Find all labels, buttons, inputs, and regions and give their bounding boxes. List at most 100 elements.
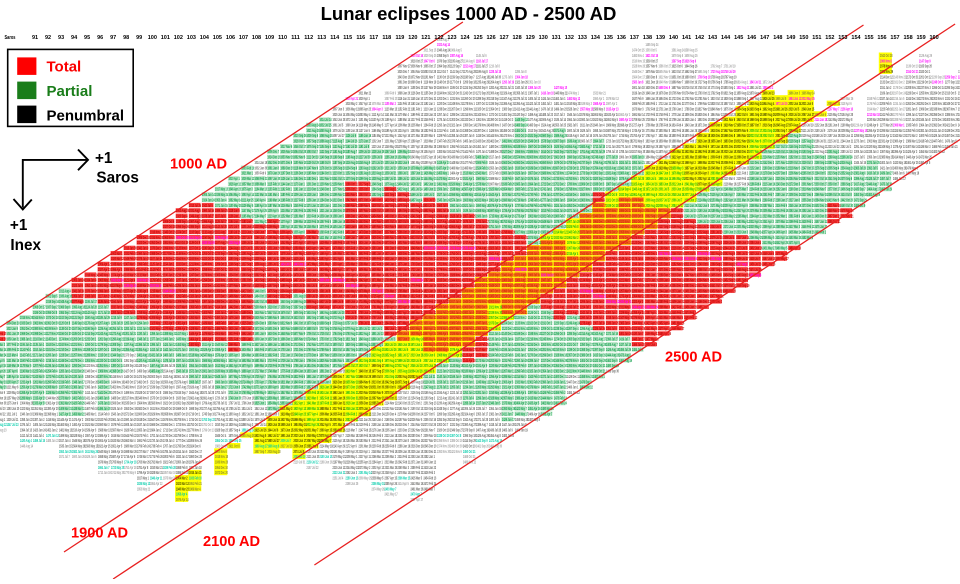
svg-text:1522 Sep 5: 1522 Sep 5	[281, 294, 293, 299]
svg-text:1723 Jun 18: 1723 Jun 18	[606, 139, 619, 144]
svg-text:1714 Nov 21: 1714 Nov 21	[424, 256, 437, 261]
svg-text:1426 Nov 15: 1426 Nov 15	[489, 128, 502, 133]
svg-text:1736 Sep 20: 1736 Sep 20	[450, 246, 463, 251]
svg-text:1183 Dec 1: 1183 Dec 1	[307, 176, 318, 181]
svg-text:1365 Aug 31: 1365 Aug 31	[502, 101, 515, 106]
svg-text:1155 Dec 10: 1155 Dec 10	[424, 91, 437, 96]
svg-text:1201 Jun 18: 1201 Jun 18	[242, 224, 255, 229]
svg-text:1644 Sep 16: 1644 Sep 16	[685, 64, 698, 69]
svg-text:1457 Mar 11: 1457 Mar 11	[202, 326, 215, 331]
svg-text:2018 Jul 27: 2018 Jul 27	[528, 278, 540, 283]
svg-text:2069 May 6: 2069 May 6	[567, 267, 579, 272]
svg-text:1752 Nov 21: 1752 Nov 21	[685, 96, 698, 101]
svg-text:1825 Nov 25: 1825 Nov 25	[320, 358, 333, 363]
svg-text:1103 Sep 17: 1103 Sep 17	[189, 230, 202, 235]
svg-text:1672 Sep 7: 1672 Sep 7	[567, 149, 579, 154]
svg-text:2038 Jun 17: 2038 Jun 17	[294, 438, 307, 443]
svg-text:1437 Oct 14: 1437 Oct 14	[502, 123, 514, 128]
svg-text:1024 Dec 18: 1024 Dec 18	[268, 155, 281, 160]
svg-text:1423 Jul 23: 1423 Jul 23	[528, 101, 540, 106]
svg-text:1450 Jan 28: 1450 Jan 28	[215, 315, 228, 320]
svg-text:1276 Nov 23: 1276 Nov 23	[202, 273, 215, 278]
svg-text:1768 Jun 30: 1768 Jun 30	[359, 315, 372, 320]
svg-text:1370 May 11: 1370 May 11	[163, 326, 176, 331]
svg-text:1009 Apr 12: 1009 Apr 12	[98, 262, 111, 267]
svg-text:1507 Jun 24: 1507 Jun 24	[176, 358, 189, 363]
svg-text:1798 Nov 23: 1798 Nov 23	[567, 187, 580, 192]
svg-text:1921 Apr 22: 1921 Apr 22	[541, 240, 554, 245]
svg-text:1180 Feb 13: 1180 Feb 13	[281, 192, 294, 197]
svg-text:1618 Dec 31: 1618 Dec 31	[137, 417, 150, 422]
svg-text:1033 Dec 8: 1033 Dec 8	[20, 321, 32, 326]
svg-text:1591 Jan 9: 1591 Jan 9	[255, 331, 266, 336]
svg-text:1446 Oct 5: 1446 Oct 5	[255, 289, 266, 294]
svg-text:1611 Nov 20: 1611 Nov 20	[150, 406, 163, 411]
svg-text:1550 Apr 1: 1550 Apr 1	[593, 96, 604, 101]
svg-text:1619 Dec 21: 1619 Dec 21	[268, 331, 281, 336]
svg-text:1123 Mar 13: 1123 Mar 13	[385, 107, 398, 112]
svg-text:1317 Sep 21: 1317 Sep 21	[359, 182, 372, 187]
svg-text:2000 Jan 21: 2000 Jan 21	[463, 315, 476, 320]
svg-text:1032 Jan 30: 1032 Jan 30	[255, 166, 268, 171]
svg-text:1863 Nov 25: 1863 Nov 25	[580, 198, 593, 203]
svg-text:1857 Mar 10: 1857 Mar 10	[163, 470, 176, 475]
svg-text:1011 Mar 22: 1011 Mar 22	[359, 91, 372, 96]
svg-text:1868 Sep 2: 1868 Sep 2	[737, 96, 749, 101]
svg-text:1741 Jan 1: 1741 Jan 1	[541, 187, 552, 192]
svg-text:1829 Mar 20: 1829 Mar 20	[281, 385, 294, 390]
svg-text:1369 Jun 20: 1369 Jun 20	[528, 85, 541, 90]
svg-text:1215 Mar 17: 1215 Mar 17	[150, 289, 163, 294]
svg-text:1979 Mar 13: 1979 Mar 13	[567, 240, 580, 245]
svg-text:1689 Apr 4: 1689 Apr 4	[372, 283, 383, 288]
svg-text:1179 Feb 23: 1179 Feb 23	[150, 278, 163, 283]
svg-text:1568 Sep 6: 1568 Sep 6	[163, 385, 175, 390]
svg-text:1468 Aug 4: 1468 Aug 4	[281, 278, 293, 283]
svg-text:1340 Dec 4: 1340 Dec 4	[85, 369, 97, 374]
svg-text:1725 Apr 27: 1725 Apr 27	[372, 294, 385, 299]
svg-text:1695 Nov 20: 1695 Nov 20	[294, 337, 307, 342]
svg-text:1133 Aug 17: 1133 Aug 17	[332, 144, 345, 149]
svg-text:2056 Dec 22: 2056 Dec 22	[359, 401, 372, 406]
svg-text:1939 Oct 28: 1939 Oct 28	[606, 203, 618, 208]
svg-text:1286 Jun 8: 1286 Jun 8	[515, 69, 526, 74]
svg-text:1182 Jun 18: 1182 Jun 18	[111, 305, 124, 310]
svg-text:1559 Sep 16: 1559 Sep 16	[411, 219, 424, 224]
svg-text:1799 Oct 13: 1799 Oct 13	[202, 428, 214, 433]
svg-text:1189 Feb 3: 1189 Feb 3	[33, 358, 44, 363]
svg-text:1931 Sep 26: 1931 Sep 26	[489, 278, 502, 283]
svg-text:2160 Dec 13: 2160 Dec 13	[763, 166, 776, 171]
svg-text:1950 Apr 2: 1950 Apr 2	[554, 240, 565, 245]
svg-text:1061 Jan 8: 1061 Jan 8	[268, 166, 279, 171]
svg-text:1741 Jun 28: 1741 Jun 28	[606, 144, 619, 149]
svg-text:1294 Dec 4: 1294 Dec 4	[202, 278, 214, 283]
svg-text:2009 Feb 9: 2009 Feb 9	[711, 155, 722, 160]
svg-text:1173 Jun 27: 1173 Jun 27	[359, 139, 372, 144]
svg-text:2001 Jan 9: 2001 Jan 9	[593, 230, 604, 235]
svg-text:1043 Dec 18: 1043 Dec 18	[398, 75, 411, 80]
svg-text:1753 Oct 12: 1753 Oct 12	[320, 337, 332, 342]
svg-text:1651 Sep 29: 1651 Sep 29	[176, 401, 189, 406]
svg-text:1941 Mar 13: 1941 Mar 13	[307, 401, 320, 406]
svg-text:1969 Sep 25: 1969 Sep 25	[750, 117, 763, 122]
svg-text:1277 Nov 12: 1277 Nov 12	[332, 187, 345, 192]
svg-text:1859 Aug 13: 1859 Aug 13	[489, 256, 502, 261]
svg-text:1524 Feb 19: 1524 Feb 19	[476, 166, 489, 171]
svg-text:1617 Aug 16: 1617 Aug 16	[437, 219, 450, 224]
svg-text:1637 Jan 10: 1637 Jan 10	[137, 422, 150, 427]
svg-text:1664 Feb 11: 1664 Feb 11	[385, 267, 398, 272]
svg-text:1210 Jul 8: 1210 Jul 8	[489, 64, 500, 69]
svg-text:2021 May 26: 2021 May 26	[424, 347, 437, 352]
svg-text:1501 Oct 26: 1501 Oct 26	[385, 219, 397, 224]
